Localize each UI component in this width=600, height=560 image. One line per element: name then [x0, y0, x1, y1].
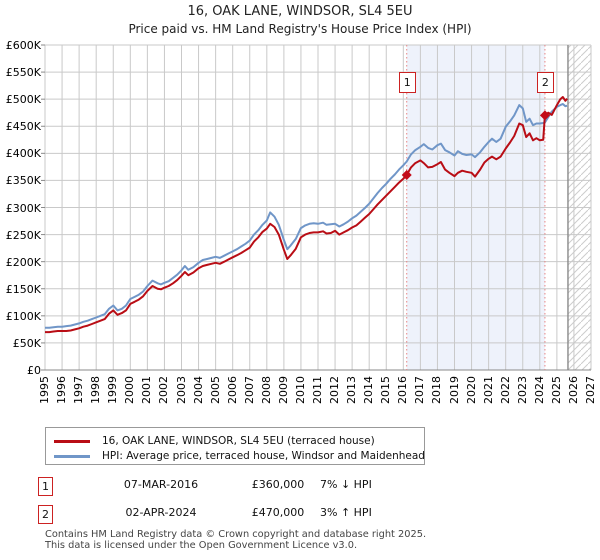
x-axis-label: 2005 [208, 376, 222, 404]
sale-point-marker [539, 110, 550, 121]
legend: 16, OAK LANE, WINDSOR, SL4 5EU (terraced… [45, 427, 425, 465]
x-axis-label: 2006 [225, 376, 239, 404]
y-axis-label: £50K [12, 336, 41, 350]
x-axis-label: 1998 [89, 376, 103, 404]
sale-2-hpi-diff: 3% ↑ HPI [320, 506, 372, 519]
x-axis-label: 2020 [464, 376, 478, 404]
x-axis-label: 1996 [55, 376, 69, 404]
x-axis-label: 2001 [140, 376, 154, 404]
y-axis-label: £350K [5, 174, 41, 188]
y-axis-label: £250K [5, 228, 41, 242]
x-axis-label: 2009 [276, 376, 290, 404]
y-axis-label: £550K [5, 66, 41, 80]
x-axis-label: 2000 [123, 376, 137, 404]
sale-annotation-row-2: 2 02-APR-2024 £470,000 3% ↑ HPI [38, 505, 558, 524]
hpi-line [45, 103, 568, 329]
sale-1-hpi-diff: 7% ↓ HPI [320, 478, 372, 491]
x-axis-label: 2025 [549, 376, 563, 404]
y-axis-label: £100K [5, 309, 41, 323]
y-axis-label: £150K [5, 282, 41, 296]
x-axis-label: 2026 [566, 376, 580, 404]
x-axis-label: 2022 [498, 376, 512, 404]
x-axis-label: 2012 [328, 376, 342, 404]
y-axis-label: £300K [5, 201, 41, 215]
x-axis-label: 2011 [311, 376, 324, 404]
x-axis-label: 2015 [379, 376, 393, 404]
y-axis-label: £600K [5, 39, 41, 52]
hpi-line-swatch [54, 454, 90, 458]
y-axis-label: £200K [5, 255, 41, 269]
sale-marker-label-1[interactable]: 1 [398, 72, 416, 93]
sale-1-price: £360,000 [251, 478, 305, 491]
x-axis-label: 2008 [259, 376, 273, 404]
sale-1-date: 07-MAR-2016 [123, 478, 199, 491]
x-axis-label: 2010 [293, 376, 307, 404]
sale-2-date: 02-APR-2024 [125, 506, 197, 519]
x-axis-label: 1995 [38, 376, 51, 404]
property-price-line [45, 96, 568, 334]
sale-point-marker [401, 170, 412, 180]
legend-label-hpi: HPI: Average price, terraced house, Wind… [102, 450, 425, 462]
legend-item-hpi: HPI: Average price, terraced house, Wind… [54, 448, 425, 464]
x-axis-label: 2002 [157, 376, 171, 404]
x-axis-label: 2021 [481, 376, 495, 404]
x-axis-label: 2018 [430, 376, 444, 404]
y-axis-label: £0 [27, 364, 41, 377]
sale-annotation-row-1: 1 07-MAR-2016 £360,000 7% ↓ HPI [38, 477, 558, 496]
page-subtitle: Price paid vs. HM Land Registry's House … [128, 22, 472, 36]
sale-2-number-badge: 2 [38, 505, 53, 524]
x-axis-label: 2003 [174, 376, 188, 404]
x-axis-label: 2023 [515, 376, 529, 404]
sale-2-price: £470,000 [251, 506, 305, 519]
sale-1-number-badge: 1 [38, 477, 53, 496]
sale-marker-label-2[interactable]: 2 [536, 72, 554, 93]
y-axis-label: £450K [5, 120, 41, 134]
x-axis-label: 2013 [345, 376, 359, 404]
y-axis-label: £500K [5, 93, 41, 107]
x-axis-label: 1999 [106, 376, 120, 404]
footer-copyright-line: Contains HM Land Registry data © Crown c… [45, 529, 427, 540]
x-axis-label: 2014 [362, 376, 376, 404]
page-title: 16, OAK LANE, WINDSOR, SL4 5EU [187, 4, 413, 19]
x-axis-label: 2004 [191, 376, 205, 404]
x-axis-label: 2017 [413, 376, 427, 404]
legend-item-property: 16, OAK LANE, WINDSOR, SL4 5EU (terraced… [54, 433, 375, 449]
footer-licence-line: This data is licensed under the Open Gov… [45, 540, 358, 551]
x-axis-label: 2024 [532, 376, 546, 404]
x-axis-label: 2016 [396, 376, 410, 404]
property-line-swatch [54, 439, 90, 443]
y-axis-label: £400K [5, 147, 41, 161]
x-axis-label: 1997 [72, 376, 86, 404]
x-axis-label: 2019 [447, 376, 461, 404]
legend-label-property: 16, OAK LANE, WINDSOR, SL4 5EU (terraced… [102, 435, 375, 447]
x-axis-label: 2027 [584, 376, 597, 404]
x-axis-label: 2007 [242, 376, 256, 404]
